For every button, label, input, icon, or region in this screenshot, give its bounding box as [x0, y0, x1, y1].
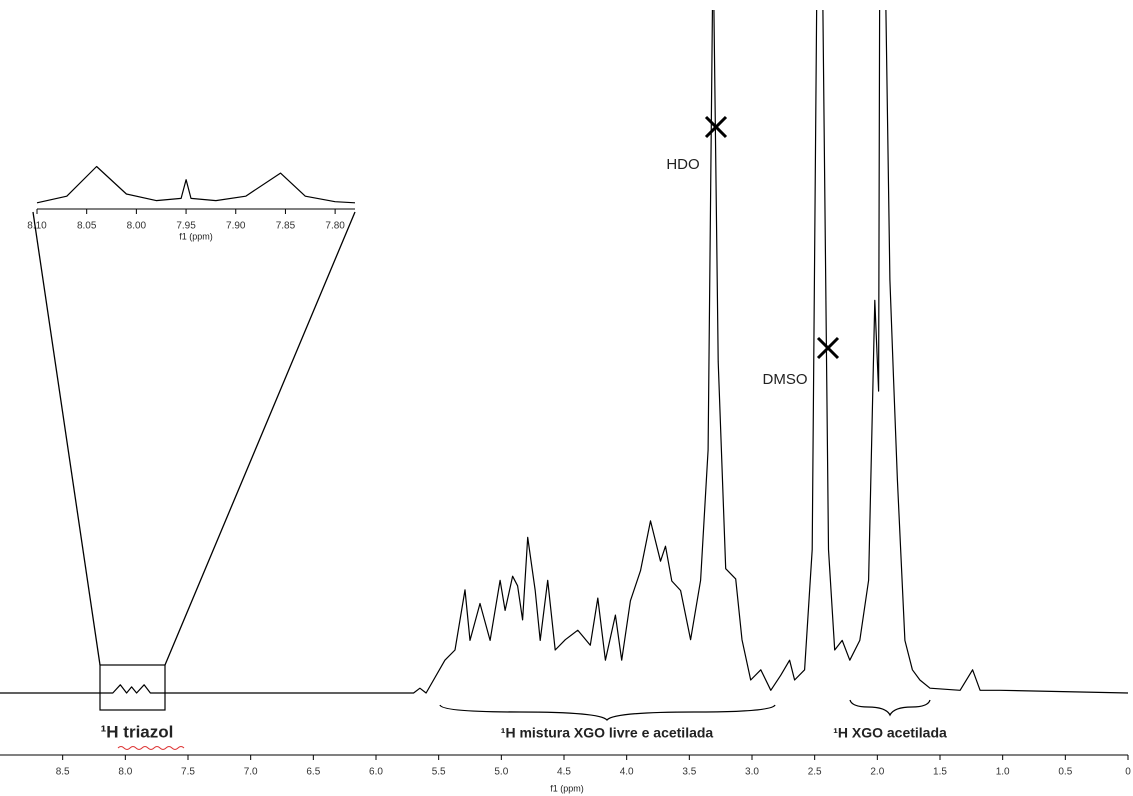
x-axis-label: f1 (ppm): [550, 783, 584, 793]
brace: [849, 699, 931, 717]
x-tick-label: 7.85: [276, 221, 296, 232]
x-tick-label: 2.5: [808, 767, 822, 778]
x-tick-label: 0: [1125, 767, 1131, 778]
x-marker: [816, 336, 840, 360]
x-tick-label: 6.0: [369, 767, 383, 778]
x-tick-label: 1.5: [933, 767, 947, 778]
x-tick-label: 6.5: [306, 767, 320, 778]
x-tick-label: 4.5: [557, 767, 571, 778]
x-tick-label: 7.5: [181, 767, 195, 778]
x-tick-label: 8.5: [56, 767, 70, 778]
x-tick-label: 7.0: [244, 767, 258, 778]
x-tick-label: 5.5: [432, 767, 446, 778]
x-marker: [704, 115, 728, 139]
x-tick-label: 8.00: [127, 221, 147, 232]
annotation: ¹H triazol: [101, 722, 174, 741]
x-tick-label: 7.80: [325, 221, 345, 232]
brace: [439, 704, 776, 721]
zoom-line: [164, 211, 356, 666]
x-tick-label: 8.0: [118, 767, 132, 778]
spellcheck-underline: [117, 746, 185, 750]
annotation: ¹H XGO acetilada: [833, 725, 947, 741]
zoom-box: [99, 664, 166, 711]
spectrum-line: [0, 10, 1129, 694]
x-tick-label: 7.90: [226, 221, 246, 232]
x-tick-label: 3.5: [682, 767, 696, 778]
x-tick-label: 5.0: [494, 767, 508, 778]
spectrum-line: [36, 165, 356, 204]
x-axis-label: f1 (ppm): [179, 231, 213, 241]
x-tick-label: 1.0: [996, 767, 1010, 778]
annotation: DMSO: [763, 371, 808, 388]
zoom-line: [32, 211, 101, 666]
x-tick-label: 4.0: [620, 767, 634, 778]
x-tick-label: 0.5: [1058, 767, 1072, 778]
annotation: HDO: [666, 156, 699, 173]
x-tick-label: 3.0: [745, 767, 759, 778]
x-tick-label: 7.95: [176, 221, 196, 232]
x-tick-label: 2.0: [870, 767, 884, 778]
x-tick-label: 8.05: [77, 221, 97, 232]
annotation: ¹H mistura XGO livre e acetilada: [501, 725, 714, 741]
x-tick-label: 8.10: [27, 221, 47, 232]
